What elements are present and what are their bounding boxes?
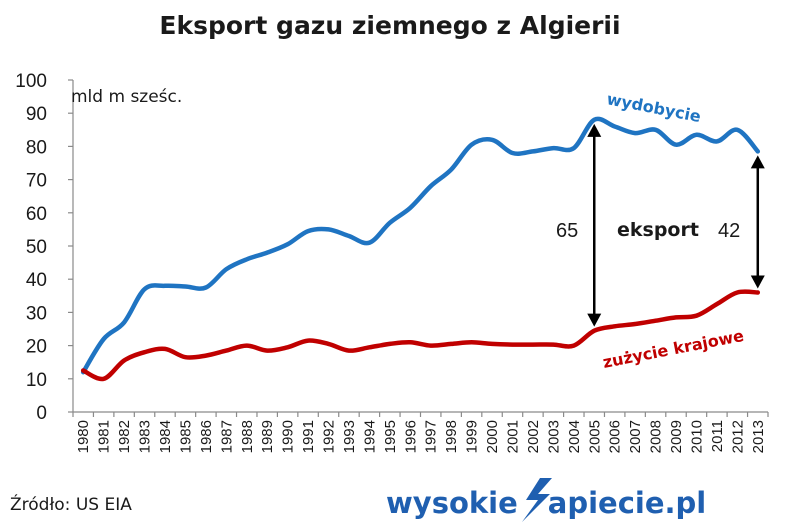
x-tick-label: 2003 xyxy=(545,420,562,453)
x-tick-label: 2012 xyxy=(729,420,746,453)
y-tick-label: 10 xyxy=(26,370,47,391)
x-tick-label: 1999 xyxy=(464,420,481,453)
x-tick-label: 1993 xyxy=(341,420,358,453)
logo-part2: apiecie.pl xyxy=(548,486,706,520)
logo-part1: wysokie xyxy=(386,486,518,520)
x-tick-label: 1997 xyxy=(423,420,440,453)
x-tick-label: 2008 xyxy=(648,420,665,453)
x-tick-label: 2010 xyxy=(688,420,705,453)
series-line-zuzycie xyxy=(80,289,761,382)
export-arrows xyxy=(587,123,765,327)
logo-text: wysokie apiecie.pl xyxy=(386,486,706,520)
y-tick-label: 50 xyxy=(26,237,47,258)
x-tick-label: 1983 xyxy=(137,420,154,453)
x-tick-label: 2002 xyxy=(525,420,542,453)
x-tick-label: 2006 xyxy=(607,420,624,453)
y-tick-label: 30 xyxy=(26,303,47,324)
y-tick-label: 70 xyxy=(26,171,47,192)
y-tick-labels: 0 10 20 30 40 50 60 70 80 90 100 xyxy=(15,71,73,424)
x-tick-label: 2011 xyxy=(709,420,726,452)
y-tick-label: 60 xyxy=(26,204,47,225)
x-tick-label: 1995 xyxy=(382,420,399,453)
y-tick-label: 80 xyxy=(26,137,47,158)
x-tick-label: 1980 xyxy=(75,420,92,453)
x-tick-label: 1984 xyxy=(157,420,174,453)
x-tick-label: 1986 xyxy=(198,420,215,453)
export-arrow-2013 xyxy=(750,155,765,289)
x-tick-labels: 1980 1981 1982 1983 1984 1985 1986 1987 1988 1989… xyxy=(72,412,769,453)
unit-label: mld m sześc. xyxy=(71,87,182,107)
x-tick-label: 2005 xyxy=(586,420,603,453)
source-note: Źródło: US EIA xyxy=(10,493,132,515)
x-tick-label: 1987 xyxy=(218,420,235,453)
x-tick-label: 1990 xyxy=(280,420,297,453)
x-tick-label: 2001 xyxy=(504,420,521,453)
export-arrow-2005 xyxy=(587,123,602,327)
x-tick-label: 1998 xyxy=(443,420,460,453)
x-tick-label: 2004 xyxy=(566,420,583,453)
logo: wysokie apiecie.pl xyxy=(386,478,706,522)
y-tick-label: 90 xyxy=(26,104,47,125)
x-tick-label: 1989 xyxy=(259,420,276,453)
x-tick-label: 1994 xyxy=(361,420,378,453)
x-tick-label: 2013 xyxy=(750,420,767,453)
x-tick-label: 1996 xyxy=(402,420,419,453)
x-tick-label: 2000 xyxy=(484,420,501,453)
series-line-wydobycie xyxy=(80,116,761,375)
series-lines xyxy=(80,116,761,382)
series-label-wydobycie: wydobycie xyxy=(605,89,702,126)
y-tick-label: 0 xyxy=(36,403,47,424)
y-tick-label: 20 xyxy=(26,337,47,358)
x-tick-label: 2007 xyxy=(627,420,644,453)
series-label-zuzycie: zużycie krajowe xyxy=(601,326,745,372)
y-tick-label: 100 xyxy=(15,71,47,92)
x-tick-label: 1988 xyxy=(239,420,256,453)
export-2005-label: 65 xyxy=(556,220,578,242)
y-tick-label: 40 xyxy=(26,270,47,291)
chart-title: Eksport gazu ziemnego z Algierii xyxy=(159,11,620,40)
x-tick-label: 1992 xyxy=(321,420,338,453)
x-tick-label: 1981 xyxy=(96,420,113,453)
x-tick-label: 1982 xyxy=(116,420,133,453)
export-label: eksport xyxy=(617,219,699,241)
export-2013-label: 42 xyxy=(718,220,740,242)
x-tick-label: 2009 xyxy=(668,420,685,453)
lightning-bolt-icon xyxy=(522,478,552,522)
x-tick-label: 1985 xyxy=(177,420,194,453)
x-tick-label: 1991 xyxy=(300,420,317,453)
